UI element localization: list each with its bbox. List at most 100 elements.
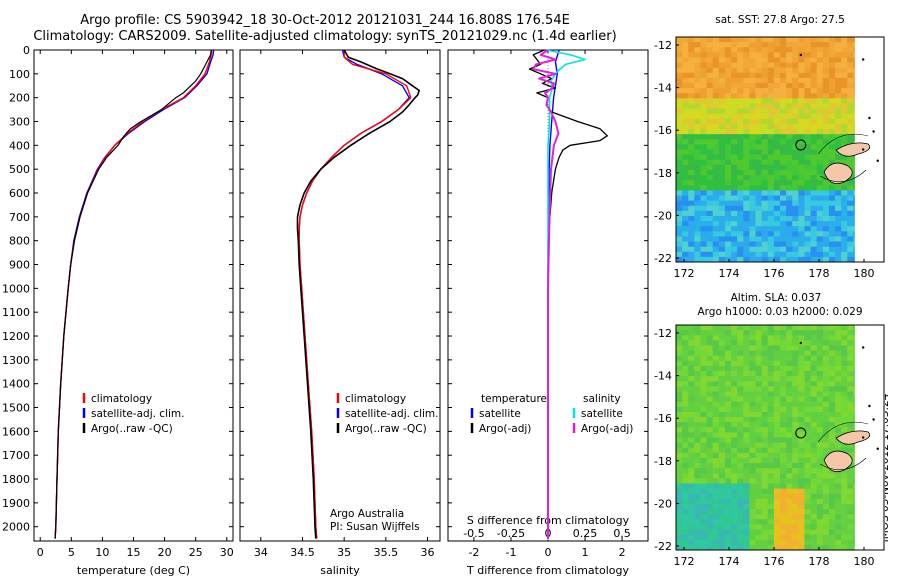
map-cell [780,88,787,94]
map-cell [786,391,793,397]
y-tick-label: -22 [654,540,672,553]
map-cell [682,226,689,232]
map-cell [676,221,683,227]
map-cell [737,473,744,479]
map-cell [718,401,726,408]
map-cell [798,180,805,186]
map-cell [841,340,848,346]
map-cell [718,478,726,484]
map-cell [828,47,836,53]
map-cell [798,406,805,413]
map-cell [773,396,781,403]
map-cell [792,113,799,120]
map-cell [780,123,787,130]
map-cell [749,251,756,258]
map-cell [718,524,726,530]
map-cell [737,139,744,145]
map-cell [841,221,848,227]
map-cell [835,144,842,150]
map-cell [804,452,811,459]
map-cell [835,215,842,222]
map-cell [676,226,683,232]
map-cell [731,411,738,418]
map-cell [737,325,744,331]
map-cell [767,365,775,372]
map-cell [804,325,811,331]
map-cell [810,241,818,248]
map-cell [761,503,769,510]
map-cell [767,103,775,109]
map-cell [835,544,842,551]
map-cell [700,169,707,176]
map-cell [780,488,787,495]
map-cell [773,422,781,428]
map-cell [792,103,799,109]
map-cell [706,103,714,109]
map-cell [847,447,854,454]
map-cell [816,118,824,125]
map-cell [749,519,756,525]
map-cell [786,149,793,156]
map-cell [749,406,756,413]
map-cell [682,134,689,140]
map-cell [731,345,738,351]
map-cell [694,139,701,145]
map-cell [773,231,781,237]
map-cell [682,77,689,84]
map-cell [767,180,775,186]
map-cell [780,175,787,181]
map-cell [798,391,805,397]
map-cell [767,447,775,454]
map-cell [700,432,707,438]
map-cell [798,175,805,181]
map-cell [792,330,799,336]
series-satellite-line [54,49,215,539]
map-cell [718,488,726,495]
map-cell [761,103,769,109]
map-cell [676,529,683,536]
map-cell [816,52,824,58]
map-cell [712,417,720,423]
map-cell [737,67,744,74]
legend-label: Argo(-adj) [581,423,633,435]
map-cell [786,83,793,89]
map-cell [792,256,799,263]
map-cell [773,175,781,181]
map-cell [773,164,781,171]
map-cell [798,365,805,372]
map-cell [724,401,732,408]
map-cell [688,463,695,469]
map-cell [798,509,805,515]
map-cell [847,452,854,459]
map-cell [718,452,726,459]
map-cell [841,246,848,253]
map-cell [676,108,683,115]
map-cell [804,503,811,510]
map-cell [847,544,854,551]
map-cell [847,98,854,104]
map-cell [786,452,793,459]
map-cell [804,185,811,191]
map-cell [749,330,756,336]
map-cell [682,236,689,242]
map-cell [749,447,756,454]
map-cell [731,42,738,48]
map-cell [841,47,848,53]
map-cell [694,396,701,403]
map-cell [682,463,689,469]
map-cell [694,488,701,495]
map-cell [676,345,683,351]
map-cell [700,83,707,89]
map-cell [755,154,763,161]
map-cell [700,503,707,510]
map-cell [835,88,842,94]
series-satellite-line [298,49,410,539]
map-cell [749,422,756,428]
map-cell [676,123,683,130]
map-cell [724,123,732,130]
map-cell [737,503,744,510]
map-cell [798,432,805,438]
map-cell [706,52,714,58]
map-cell [780,42,787,48]
map-cell [737,195,744,202]
